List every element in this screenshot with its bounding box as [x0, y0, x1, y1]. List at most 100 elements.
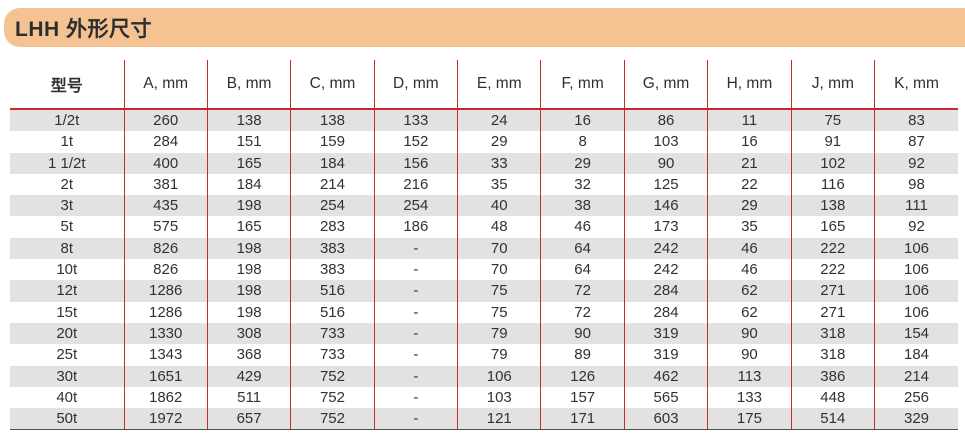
dimension-cell: 75 [790, 109, 875, 132]
dimension-cell: 21 [707, 152, 792, 174]
table-row: 50t 1972 657 752-121 171 603 175 514 329 [10, 408, 958, 431]
dimension-cell: 198 [206, 259, 291, 281]
dimension-cell: 70 [457, 237, 541, 260]
dimension-cell: 254 [373, 195, 458, 217]
dimension-cell: 156 [373, 152, 458, 174]
dimension-cell: 514 [790, 408, 875, 431]
dimension-cell: 175 [707, 408, 792, 431]
column-header: A, mm [123, 60, 208, 110]
dimension-cell: 198 [206, 237, 291, 260]
dimension-cell: 75 [457, 280, 541, 302]
dimension-cell: 64 [540, 259, 625, 281]
model-cell: 20t [10, 322, 124, 345]
model-cell: 25t [56, 346, 78, 364]
dimension-cell: 184 [290, 152, 375, 174]
dimension-cell: 1343 [123, 344, 208, 366]
dimension-cell: 138 [206, 109, 291, 132]
column-header: H, mm [707, 60, 792, 110]
dimension-cell: 146 [623, 195, 708, 217]
table-header: 型号 A, mm B, mm C, mm D, mm E, mm F, mm G, mm H, … [10, 60, 958, 110]
dimension-cell: 29 [540, 152, 625, 174]
dimension-cell: 113 [707, 365, 792, 387]
dimension-cell: 448 [790, 386, 875, 409]
model-cell: 12t [10, 280, 124, 302]
dimension-cell: 138 [790, 195, 875, 217]
dimension-cell: 1862 [123, 386, 208, 409]
dimension-cell: 1651 [123, 365, 208, 387]
dimension-cell: 242 [623, 259, 708, 281]
dimension-cell: 64 [540, 237, 625, 260]
dimension-cell: 86 [623, 109, 708, 132]
dimension-cell: 29 [707, 195, 792, 217]
dimension-cell: 106 [457, 365, 541, 387]
dimension-cell: 32 [540, 173, 625, 196]
dimension-cell: 284 [623, 301, 708, 323]
dimension-cell: 89 [540, 344, 625, 366]
dimension-cell: 565 [623, 386, 708, 409]
dimension-cell: 752 [290, 386, 375, 409]
dimension-cell: 106 [874, 301, 958, 323]
table-row: 40t 1862 511 752-103 157 565 133 448 256 [10, 386, 958, 409]
dimension-cell: 35 [707, 216, 792, 238]
dimension-cell: 214 [874, 365, 958, 387]
dimension-cell: 138 [290, 109, 375, 132]
dimension-cell: 133 [373, 109, 458, 132]
dimension-cell: 90 [707, 344, 792, 366]
dimension-cell: 186 [373, 216, 458, 238]
dimension-cell: 260 [123, 109, 208, 132]
dimension-cell: - [373, 365, 458, 387]
dimension-cell: 79 [457, 322, 541, 345]
table-row: 1 1/2t 400 165 184 156 33 29 90 21 102 92 [10, 152, 958, 174]
dimension-cell: 72 [540, 301, 625, 323]
dimension-cell: 22 [707, 173, 792, 196]
model-cell: 40t [56, 388, 78, 406]
dimension-cell: 159 [290, 131, 375, 153]
dimension-cell: 575 [123, 216, 208, 238]
dimension-cell: 165 [206, 216, 291, 238]
table-row: 3t 435 198 254 254 40 38 146 29 138 111 [10, 195, 958, 217]
dimension-cell: 733 [290, 322, 375, 345]
dimension-cell: 733 [290, 344, 375, 366]
dimension-cell: 90 [707, 322, 792, 345]
dimension-cell: 242 [623, 237, 708, 260]
dimension-cell: - [373, 344, 458, 366]
dimension-cell: 106 [874, 280, 958, 302]
dimension-cell: 318 [790, 322, 875, 345]
table-row: 30t 1651 429 752-106 126 462 113 386 214 [10, 365, 958, 387]
dimension-cell: - [373, 237, 458, 260]
model-cell: 10t [56, 261, 78, 279]
dimension-cell: 125 [623, 173, 708, 196]
dimension-cell: 381 [123, 173, 208, 196]
dimension-cell: 283 [290, 216, 375, 238]
dimension-cell: 329 [874, 408, 958, 431]
dimension-cell: 216 [373, 173, 458, 196]
dimension-cell: 171 [540, 408, 625, 431]
model-cell: 8t [10, 237, 124, 260]
dimension-cell: 151 [206, 131, 291, 153]
dimension-cell: 1972 [123, 408, 208, 431]
dimension-cell: 1330 [123, 322, 208, 345]
dimension-cell: 826 [123, 237, 208, 260]
dimension-cell: 35 [457, 173, 541, 196]
dimension-cell: 516 [290, 301, 375, 323]
dimension-cell: 103 [457, 386, 541, 409]
dimension-cell: 284 [623, 280, 708, 302]
dimension-cell: 70 [457, 259, 541, 281]
dimension-cell: 102 [790, 152, 875, 174]
dimension-cell: 214 [290, 173, 375, 196]
dimension-cell: 157 [540, 386, 625, 409]
dimension-cell: 271 [790, 280, 875, 302]
dimension-cell: 83 [874, 109, 958, 132]
column-header: B, mm [206, 60, 291, 110]
column-header: J, mm [790, 60, 875, 110]
dimension-cell: 368 [206, 344, 291, 366]
dimension-cell: 116 [790, 173, 875, 196]
dimension-cell: 133 [707, 386, 792, 409]
dimension-cell: 603 [623, 408, 708, 431]
dimension-cell: 383 [290, 259, 375, 281]
dimension-cell: 198 [206, 280, 291, 302]
table-row: 2t 381 184 214 216 35 32 125 22 116 98 [10, 173, 958, 196]
dimension-cell: 11 [707, 109, 792, 132]
table-row: 1/2t 260 138 138 133 24 16 86 11 75 83 [10, 109, 958, 132]
dimension-cell: - [373, 386, 458, 409]
